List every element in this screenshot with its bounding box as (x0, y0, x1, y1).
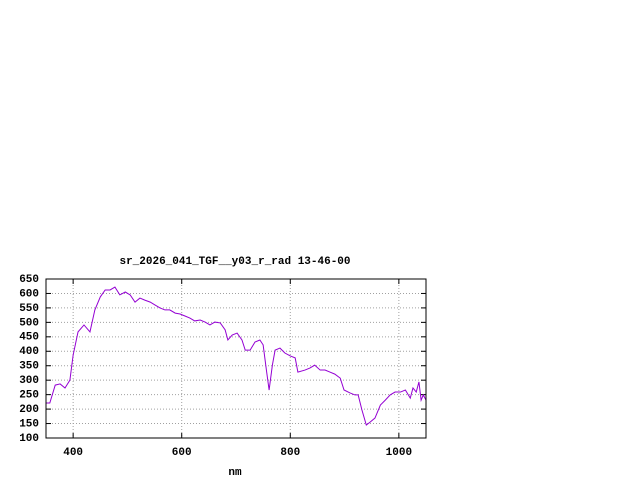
y-tick-label: 100 (19, 433, 39, 445)
x-tick-label: 600 (172, 447, 192, 459)
x-axis-label: nm (228, 467, 242, 479)
y-tick-label: 550 (19, 303, 39, 315)
y-tick-label: 450 (19, 332, 39, 344)
y-tick-label: 600 (19, 288, 39, 300)
y-tick-label: 500 (19, 317, 39, 329)
plot-frame (45, 278, 427, 439)
data-line (46, 286, 427, 426)
chart-title: sr_2026_041_TGF__y03_r_rad 13-46-00 (119, 256, 350, 268)
y-tick-label: 150 (19, 418, 39, 430)
y-tick-label: 300 (19, 375, 39, 387)
y-tick-label: 350 (19, 361, 39, 373)
y-tick-label: 200 (19, 404, 39, 416)
y-tick-label: 650 (19, 274, 39, 286)
x-tick-label: 400 (63, 447, 83, 459)
y-tick-label: 250 (19, 390, 39, 402)
x-tick-label: 800 (280, 447, 300, 459)
x-tick-label: 1000 (386, 447, 412, 459)
y-tick-label: 400 (19, 346, 39, 358)
